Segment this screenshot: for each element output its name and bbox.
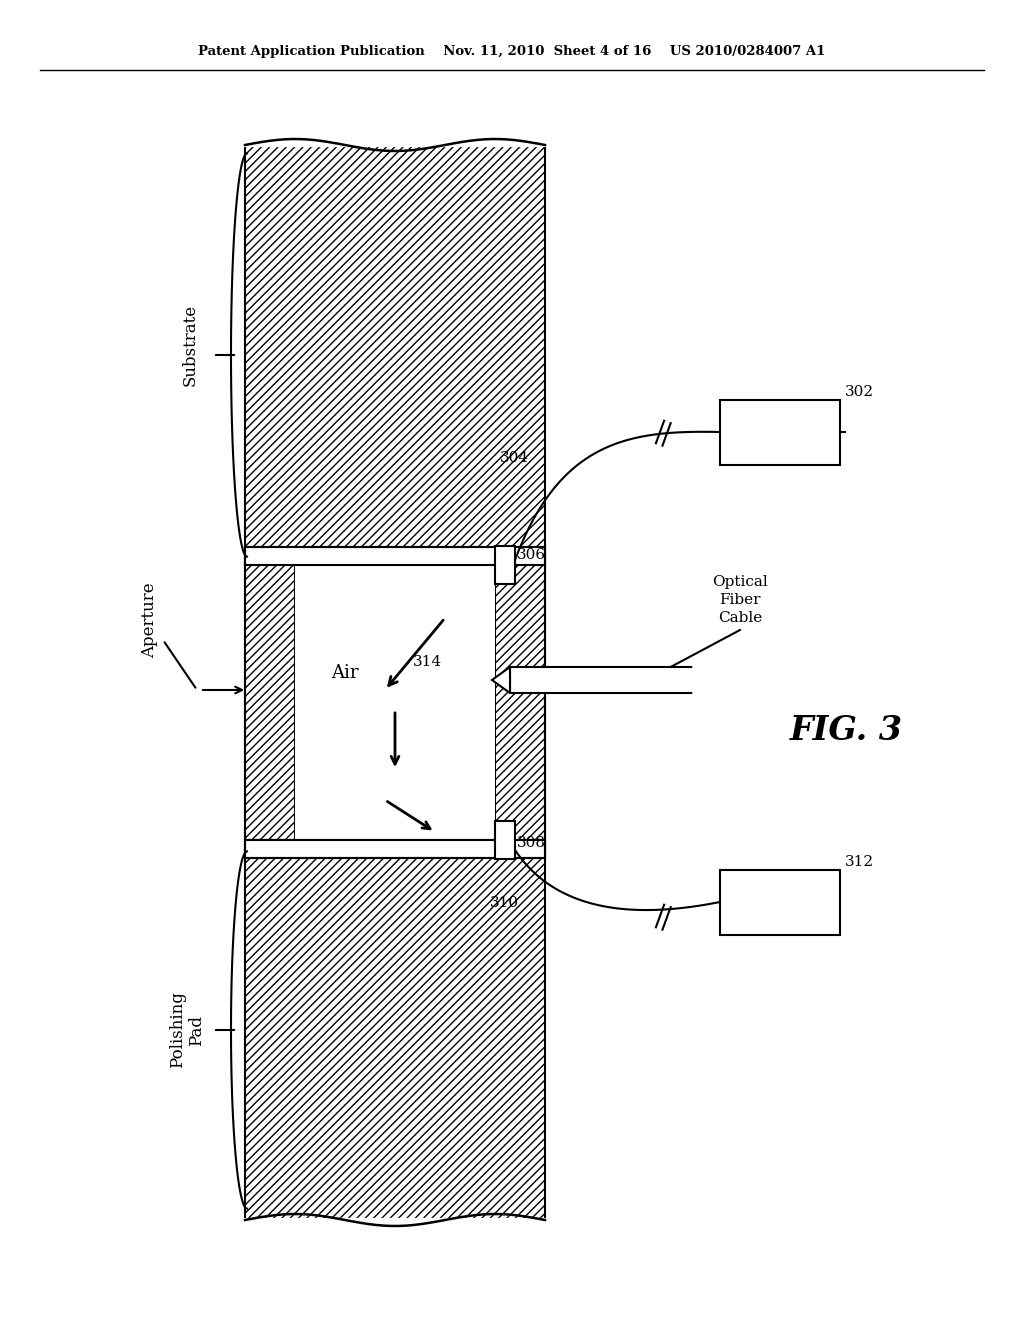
Text: 306: 306 [517,548,546,562]
Bar [245,565,295,840]
Text: Aperture: Aperture [141,582,159,657]
Bar [245,546,545,565]
Bar [720,870,840,935]
Text: Optical
Fiber
Cable: Optical Fiber Cable [712,574,768,626]
Text: 310: 310 [490,896,519,909]
Text: 308: 308 [517,836,546,850]
Bar [245,840,545,1220]
Text: 302: 302 [845,385,874,399]
Text: Polishing
Pad: Polishing Pad [169,991,205,1068]
Bar [510,667,695,693]
Text: Patent Application Publication    Nov. 11, 2010  Sheet 4 of 16    US 2010/028400: Patent Application Publication Nov. 11, … [199,45,825,58]
Text: 312: 312 [845,855,874,869]
Bar [720,400,840,465]
Bar [245,145,545,565]
Bar [295,565,495,840]
Text: Substrate: Substrate [181,304,199,385]
Bar [245,840,545,858]
Bar [495,546,515,583]
Text: Air: Air [331,664,358,681]
Text: 314: 314 [413,655,442,669]
Bar [245,546,545,858]
Bar [495,821,515,859]
Text: FIG. 3: FIG. 3 [790,714,903,747]
Bar [495,565,545,840]
Text: 304: 304 [500,451,529,465]
Polygon shape [492,667,510,693]
